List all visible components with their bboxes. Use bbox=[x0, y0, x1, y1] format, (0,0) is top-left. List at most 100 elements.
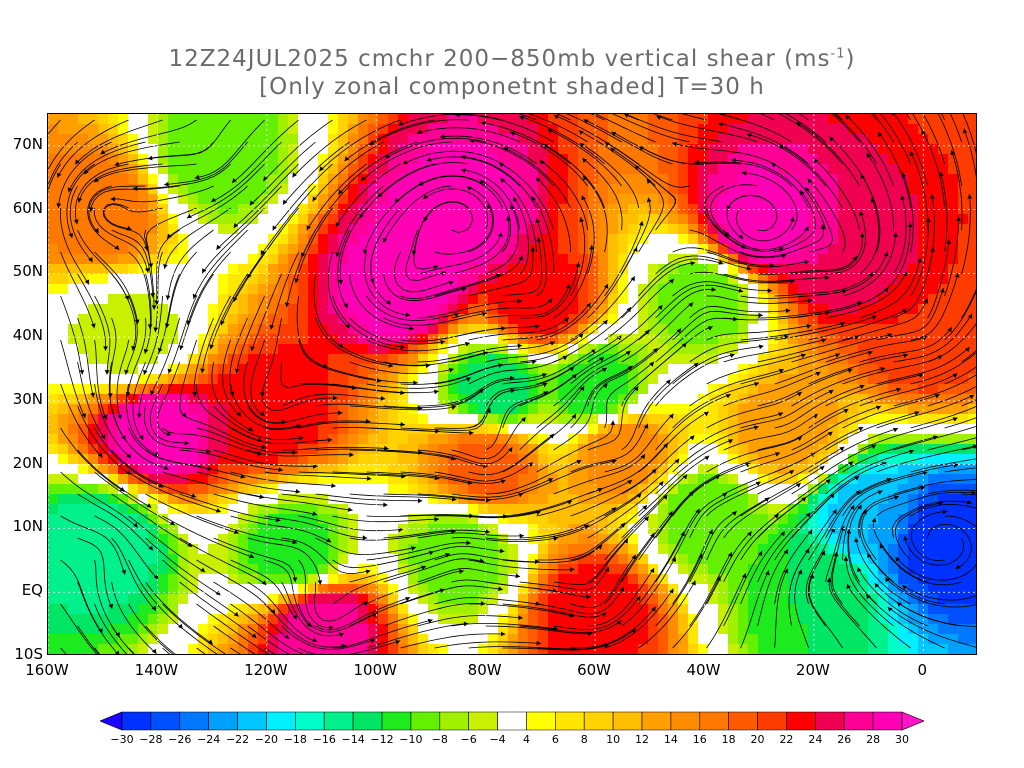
shear-cell bbox=[538, 304, 549, 315]
shear-cell bbox=[878, 624, 889, 635]
shear-cell bbox=[678, 604, 689, 615]
shear-cell bbox=[218, 114, 229, 125]
shear-cell bbox=[138, 354, 149, 365]
shear-cell bbox=[358, 484, 369, 495]
shear-cell bbox=[908, 464, 919, 475]
shear-cell bbox=[838, 274, 849, 285]
shear-cell bbox=[128, 414, 139, 425]
shear-cell bbox=[128, 644, 139, 654]
shear-cell bbox=[938, 224, 949, 235]
shear-cell bbox=[548, 504, 559, 515]
shear-cell bbox=[848, 624, 859, 635]
shear-cell bbox=[818, 484, 829, 495]
shear-cell bbox=[98, 334, 109, 345]
shear-cell bbox=[418, 364, 429, 375]
shear-cell bbox=[328, 114, 339, 125]
shear-cell bbox=[188, 214, 199, 225]
shear-cell bbox=[768, 224, 779, 235]
shear-cell bbox=[898, 504, 909, 515]
shear-cell bbox=[298, 294, 309, 305]
shear-cell bbox=[228, 564, 239, 575]
shear-cell bbox=[448, 174, 459, 185]
shear-cell bbox=[248, 364, 259, 375]
shear-cell bbox=[168, 354, 179, 365]
shear-cell bbox=[458, 424, 469, 435]
shear-cell bbox=[208, 554, 219, 565]
shear-cell bbox=[208, 614, 219, 625]
shear-cell bbox=[298, 354, 309, 365]
shear-cell bbox=[488, 164, 499, 175]
shear-cell bbox=[238, 524, 249, 535]
shear-cell bbox=[328, 614, 339, 625]
shear-cell bbox=[108, 144, 119, 155]
shear-cell bbox=[888, 394, 899, 405]
shear-cell bbox=[808, 264, 819, 275]
shear-cell bbox=[828, 284, 839, 295]
shear-cell bbox=[818, 574, 829, 585]
shear-cell bbox=[938, 444, 949, 455]
shear-cell bbox=[968, 124, 976, 135]
shear-cell bbox=[68, 184, 79, 195]
shear-cell bbox=[198, 504, 209, 515]
shear-cell bbox=[458, 474, 469, 485]
shear-cell bbox=[578, 234, 589, 245]
shear-cell bbox=[648, 184, 659, 195]
shear-cell bbox=[728, 384, 739, 395]
shear-cell bbox=[858, 624, 869, 635]
shear-cell bbox=[628, 194, 639, 205]
shear-cell bbox=[618, 334, 629, 345]
shear-cell bbox=[688, 144, 699, 155]
shear-cell bbox=[578, 604, 589, 615]
shear-cell bbox=[238, 504, 249, 515]
shear-cell bbox=[898, 424, 909, 435]
shear-cell bbox=[788, 124, 799, 135]
shear-cell bbox=[568, 454, 579, 465]
shear-cell bbox=[698, 134, 709, 145]
shear-cell bbox=[108, 484, 119, 495]
shear-cell bbox=[948, 424, 959, 435]
shear-cell bbox=[218, 424, 229, 435]
shear-cell bbox=[478, 214, 489, 225]
shear-cell bbox=[148, 554, 159, 565]
shear-cell bbox=[758, 474, 769, 485]
shear-cell bbox=[778, 404, 789, 415]
shear-cell bbox=[958, 234, 969, 245]
shear-cell bbox=[888, 254, 899, 265]
shear-cell bbox=[948, 244, 959, 255]
shear-cell bbox=[838, 134, 849, 145]
shear-cell bbox=[248, 484, 259, 495]
shear-cell bbox=[608, 154, 619, 165]
shear-cell bbox=[328, 634, 339, 645]
shear-cell bbox=[598, 244, 609, 255]
shear-cell bbox=[148, 454, 159, 465]
shear-cell bbox=[548, 414, 559, 425]
shear-cell bbox=[188, 634, 199, 645]
shear-cell bbox=[538, 434, 549, 445]
shear-cell bbox=[458, 174, 469, 185]
shear-cell bbox=[878, 334, 889, 345]
shear-cell bbox=[618, 304, 629, 315]
shear-cell bbox=[168, 214, 179, 225]
shear-cell bbox=[228, 504, 239, 515]
shear-cell bbox=[798, 354, 809, 365]
shear-cell bbox=[488, 354, 499, 365]
shear-cell bbox=[88, 564, 99, 575]
shear-cell bbox=[698, 384, 709, 395]
shear-cell bbox=[728, 334, 739, 345]
shear-cell bbox=[248, 224, 259, 235]
shear-cell bbox=[898, 474, 909, 485]
shear-cell bbox=[548, 244, 559, 255]
shear-cell bbox=[758, 174, 769, 185]
shear-cell bbox=[618, 284, 629, 295]
shear-cell bbox=[618, 144, 629, 155]
shear-cell bbox=[158, 144, 169, 155]
shear-cell bbox=[958, 174, 969, 185]
shear-cell bbox=[778, 544, 789, 555]
shear-cell bbox=[968, 614, 976, 625]
shear-cell bbox=[858, 304, 869, 315]
shear-cell bbox=[268, 314, 279, 325]
shear-cell bbox=[298, 634, 309, 645]
shear-cell bbox=[108, 324, 119, 335]
shear-cell bbox=[488, 244, 499, 255]
shear-cell bbox=[88, 364, 99, 375]
